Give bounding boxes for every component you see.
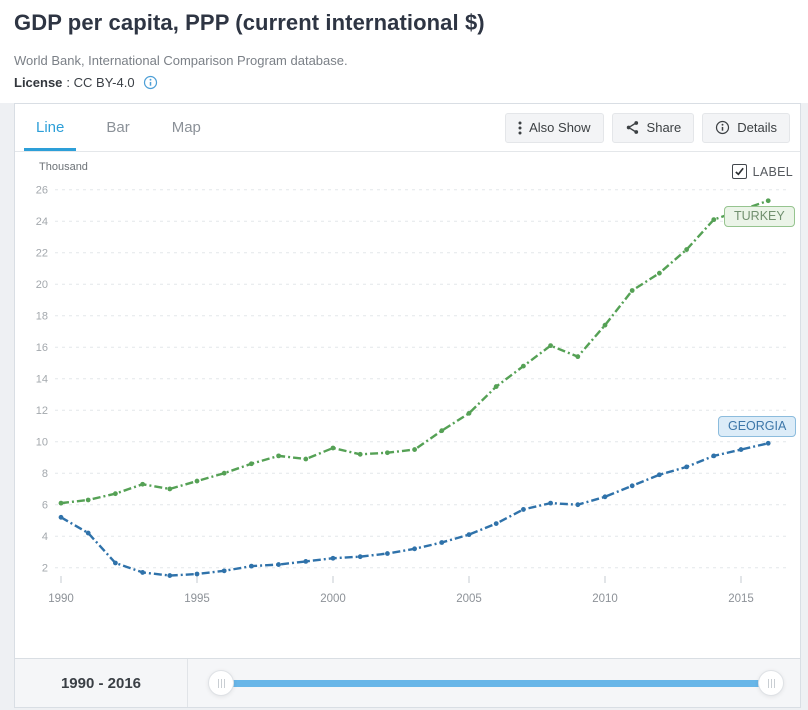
- svg-text:12: 12: [36, 405, 48, 417]
- svg-text:4: 4: [42, 531, 48, 543]
- page-title: GDP per capita, PPP (current internation…: [14, 10, 485, 35]
- toolbar-buttons: Also Show Share: [505, 104, 800, 151]
- also-show-button[interactable]: Also Show: [505, 112, 604, 143]
- share-button[interactable]: Share: [611, 112, 695, 143]
- share-icon: [625, 120, 640, 135]
- info-icon: [715, 120, 730, 135]
- share-label: Share: [646, 120, 682, 135]
- svg-text:10: 10: [36, 437, 48, 449]
- svg-text:18: 18: [36, 311, 48, 323]
- range-slider: [188, 659, 800, 707]
- svg-text:2005: 2005: [456, 593, 482, 605]
- svg-text:22: 22: [36, 248, 48, 260]
- svg-text:2010: 2010: [592, 593, 618, 605]
- y-axis-unit-label: Thousand: [39, 161, 88, 173]
- label-toggle[interactable]: LABEL: [731, 164, 793, 179]
- also-show-label: Also Show: [529, 120, 591, 135]
- ellipsis-v-icon: [518, 120, 522, 136]
- grip-icon: [217, 678, 225, 688]
- chart-area: Thousand 2 4 6 8 10 12 14 16 18 20 22 24 26 1990 1995 2…: [15, 152, 800, 658]
- svg-text:14: 14: [36, 374, 48, 386]
- chart-panel: Line Bar Map Also Show: [14, 103, 801, 708]
- tab-line[interactable]: Line: [24, 104, 77, 151]
- tab-bar: Line Bar Map Also Show: [15, 104, 800, 152]
- license-label: License: [14, 75, 63, 90]
- source-text: World Bank, International Comparison Pro…: [14, 53, 348, 68]
- series-label-georgia: GEORGIA: [718, 416, 797, 437]
- details-label: Details: [737, 120, 777, 135]
- series-label-turkey: TURKEY: [724, 206, 795, 227]
- slider-track[interactable]: [221, 679, 771, 687]
- license-value: : CC BY-4.0: [66, 75, 135, 90]
- svg-text:1995: 1995: [184, 593, 210, 605]
- tab-bar-chart[interactable]: Bar: [106, 119, 130, 136]
- range-label: 1990 - 2016: [15, 659, 188, 707]
- license-info-icon[interactable]: [143, 75, 158, 90]
- svg-text:24: 24: [36, 216, 48, 228]
- svg-text:6: 6: [42, 500, 48, 512]
- label-toggle-text: LABEL: [752, 164, 793, 179]
- license-row: License : CC BY-4.0: [14, 75, 794, 90]
- svg-text:8: 8: [42, 468, 48, 480]
- svg-text:2: 2: [42, 563, 48, 575]
- view-tabs: Line Bar Map: [24, 104, 231, 151]
- slider-handle-min[interactable]: [208, 670, 234, 696]
- label-checkbox[interactable]: [731, 164, 747, 179]
- tab-map[interactable]: Map: [171, 119, 201, 136]
- check-icon: [734, 167, 744, 176]
- range-slider-bar: 1990 - 2016: [15, 658, 800, 707]
- svg-text:16: 16: [36, 342, 48, 354]
- svg-text:2000: 2000: [320, 593, 346, 605]
- slider-handle-max[interactable]: [758, 670, 784, 696]
- svg-text:20: 20: [36, 279, 48, 291]
- grip-icon: [767, 678, 775, 688]
- svg-text:26: 26: [36, 185, 48, 197]
- svg-text:2015: 2015: [728, 593, 754, 605]
- details-button[interactable]: Details: [702, 112, 790, 143]
- svg-text:1990: 1990: [48, 593, 74, 605]
- page-header: GDP per capita, PPP (current internation…: [0, 0, 808, 103]
